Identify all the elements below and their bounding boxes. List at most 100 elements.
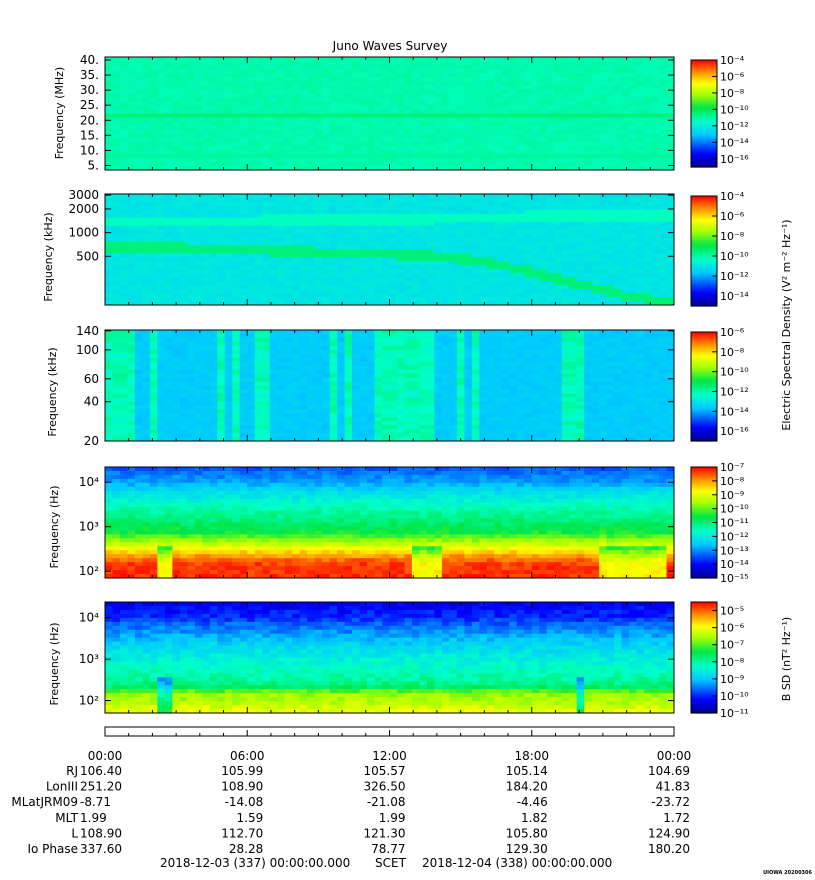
heatmap-cell [127,389,136,394]
heatmap-cell [217,405,226,410]
heatmap-cell [284,153,293,159]
heatmap-cell [239,141,248,147]
heatmap-cell [112,393,121,398]
heatmap-cell [389,57,398,62]
heatmap-cell [614,125,623,131]
heatmap-cell [217,117,226,123]
heatmap-cell [329,125,338,131]
heatmap-cell [659,89,668,94]
heatmap-cell [112,433,121,438]
heatmap-cell [561,245,570,250]
heatmap-cell [307,165,316,171]
heatmap-cell [134,129,143,135]
heatmap-cell [157,137,166,143]
heatmap-cell [352,133,361,139]
heatmap-cell [576,93,585,98]
heatmap-cell [539,57,548,62]
heatmap-cell [202,109,211,114]
heatmap-cell [479,97,488,102]
heatmap-cell [277,89,286,94]
heatmap-cell [329,265,338,270]
heatmap-cell [382,289,390,294]
heatmap-cell [576,229,585,235]
heatmap-cell [382,57,390,62]
heatmap-cell [344,93,353,98]
heatmap-cell [217,353,226,359]
heatmap-cell [179,165,188,171]
heatmap-cell [202,405,211,410]
heatmap-cell [659,93,668,98]
heatmap-cell [396,261,405,266]
heatmap-cell [337,221,346,227]
heatmap-cell [322,213,331,219]
heatmap-cell [202,157,211,163]
heatmap-cell [217,109,226,114]
heatmap-cell [606,245,615,250]
heatmap-cell [142,245,151,250]
heatmap-cell [449,57,458,62]
heatmap-cell [157,213,166,219]
heatmap-cell [441,85,450,90]
heatmap-cell [164,153,173,159]
heatmap-cell [426,265,435,270]
heatmap-cell [247,253,256,258]
heatmap-cell [164,105,173,110]
heatmap-cell [105,393,113,398]
heatmap-cell [232,105,241,110]
heatmap-cell [426,241,435,247]
heatmap-cell [644,261,653,266]
heatmap-cell [546,85,555,90]
heatmap-cell [621,121,630,127]
heatmap-cell [232,113,241,119]
heatmap-cell [127,277,136,282]
heatmap-cell [105,61,113,66]
heatmap-cell [367,197,376,203]
heatmap-cell [209,57,218,62]
heatmap-cell [546,213,555,219]
heatmap-cell [149,425,158,430]
heatmap-cell [486,109,495,114]
heatmap-cell [232,281,241,286]
colorbar-swatch [691,208,717,212]
heatmap-cell [434,161,443,167]
heatmap-cell [546,73,555,78]
heatmap-cell [426,301,435,306]
heatmap-cell [501,281,510,286]
heatmap-cell [299,245,308,250]
heatmap-cell [202,333,211,339]
heatmap-cell [307,253,316,258]
heatmap-cell [441,121,450,127]
heatmap-cell [187,213,196,219]
heatmap-cell [449,129,458,135]
heatmap-cell [112,209,121,215]
heatmap-cell [359,85,368,90]
heatmap-cell [202,201,211,207]
heatmap-cell [239,293,248,298]
heatmap-cell [404,129,413,135]
heatmap-cell [359,209,368,215]
heatmap-cell [277,225,286,231]
heatmap-cell [209,61,218,66]
heatmap-cell [262,213,271,219]
heatmap-cell [247,73,256,78]
heatmap-cell [561,281,570,286]
heatmap-cell [149,261,158,266]
heatmap-cell [262,281,271,286]
heatmap-cell [509,81,518,86]
heatmap-cell [314,157,323,163]
heatmap-cell [606,229,615,235]
heatmap-cell [359,157,368,163]
heatmap-cell [202,93,211,98]
heatmap-cell [449,253,458,258]
heatmap-cell [479,109,488,114]
heatmap-cell [479,225,488,231]
heatmap-cell [202,121,211,127]
heatmap-cell [441,261,450,266]
heatmap-cell [561,125,570,131]
heatmap-cell [569,77,578,82]
heatmap-cell [187,405,196,410]
heatmap-cell [494,129,503,135]
heatmap-cell [621,297,630,302]
heatmap-cell [292,73,301,78]
heatmap-cell [209,125,218,131]
